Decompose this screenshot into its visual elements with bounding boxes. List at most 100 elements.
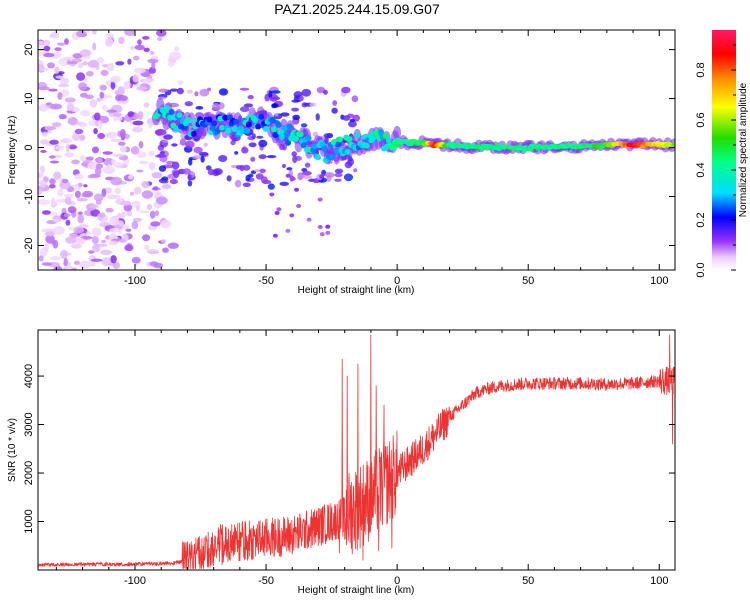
noise-blob (79, 92, 88, 98)
noise-blob (60, 249, 68, 259)
noise-blob (92, 146, 99, 154)
noise-blob (67, 145, 78, 150)
noise-blob (63, 257, 68, 267)
scatter-blob (258, 139, 268, 148)
noise-blob (130, 146, 140, 155)
ridge-core (385, 137, 392, 144)
noise-blob (49, 178, 56, 185)
noise-blob (132, 126, 144, 133)
noise-blob (71, 267, 78, 270)
noise-blob (41, 262, 52, 266)
ridge-core (222, 114, 229, 121)
noise-blob (132, 217, 143, 222)
noise-blob (74, 190, 81, 199)
scatter-blob (193, 146, 203, 154)
colorbar-label: Normalized spectral amplitude (738, 82, 749, 217)
noise-blob (99, 91, 105, 99)
noise-blob (105, 207, 114, 213)
ridge-core (176, 112, 183, 119)
chart-title: PAZ1.2025.244.15.09.G07 (274, 1, 440, 17)
noise-blob (39, 139, 50, 145)
noise-blob (40, 165, 45, 174)
scatter-blob (212, 102, 221, 111)
noise-blob (174, 46, 180, 52)
scatter-blob (250, 156, 256, 162)
scatter-blob (245, 174, 251, 181)
scatter-blob (341, 86, 351, 94)
scatter-blob (161, 180, 169, 184)
noise-blob (72, 132, 80, 141)
scatter-blob (158, 165, 167, 172)
scatter-blob (156, 153, 167, 158)
ridge-core (286, 123, 293, 130)
noise-blob (135, 85, 148, 91)
scatter-blob (198, 152, 209, 156)
streak-blob (306, 217, 312, 222)
noise-blob (88, 119, 101, 127)
noise-blob (71, 243, 82, 249)
noise-blob (89, 263, 96, 267)
streak-blob (319, 174, 325, 179)
noise-blob (54, 66, 60, 74)
scatter-blob (271, 103, 279, 108)
x-tick-label: -50 (258, 275, 274, 287)
noise-blob (95, 65, 100, 70)
noise-blob (134, 44, 145, 51)
ridge-core (344, 149, 351, 155)
noise-blob (61, 178, 69, 184)
noise-blob (93, 128, 98, 135)
noise-blob (132, 120, 144, 126)
scatter-blob (267, 183, 275, 190)
noise-blob (59, 181, 71, 190)
scatter-blob (187, 174, 192, 181)
noise-blob (128, 174, 134, 180)
noise-blob (50, 256, 61, 261)
snr-ticks: -100 -50 0 50 100 1000 2000 3000 4000 (23, 330, 675, 587)
streak-blob (317, 224, 323, 229)
noise-blob (150, 221, 161, 227)
noise-blob (144, 244, 150, 251)
ridge-core (233, 118, 240, 125)
scatter-blob (162, 139, 169, 143)
scatter-blob (169, 88, 179, 92)
streak-blob (296, 203, 302, 208)
scatter-blob (351, 95, 359, 103)
noise-blob (38, 86, 50, 91)
noise-blob (64, 38, 69, 45)
noise-blob (38, 48, 42, 58)
noise-blob (149, 261, 159, 267)
x-tick-label: -100 (124, 275, 146, 287)
scatter-blob (309, 102, 317, 107)
noise-blob (38, 199, 50, 206)
noise-blob (106, 109, 117, 113)
noise-blob (99, 212, 106, 218)
noise-blob (49, 139, 59, 145)
ridge-core (244, 127, 251, 134)
noise-blob (66, 61, 78, 65)
noise-blob (48, 88, 58, 92)
scatter-blob (169, 178, 178, 185)
scatter-blob (304, 162, 311, 168)
ridge-core (211, 120, 218, 127)
ridge-core (214, 128, 221, 135)
ridge-core (209, 125, 216, 132)
noise-blob (41, 228, 53, 233)
noise-blob (110, 81, 116, 90)
noise-blob (65, 219, 71, 226)
noise-blob (177, 80, 184, 85)
scatter-blob (185, 140, 195, 149)
noise-blob (77, 211, 83, 216)
noise-blob (101, 188, 107, 197)
scatter-blob (279, 181, 290, 186)
ridge-core (671, 142, 675, 147)
ridge-core (329, 153, 336, 160)
noise-blob (113, 116, 118, 122)
scatter-blob (239, 106, 250, 113)
noise-blob (119, 95, 128, 102)
colorbar-tick-label: 0.8 (695, 62, 707, 77)
noise-blob (127, 111, 135, 118)
scatter-blob (342, 115, 351, 121)
scatter-blob (182, 168, 191, 175)
noise-blob (47, 62, 55, 69)
ridge-core (263, 125, 270, 132)
